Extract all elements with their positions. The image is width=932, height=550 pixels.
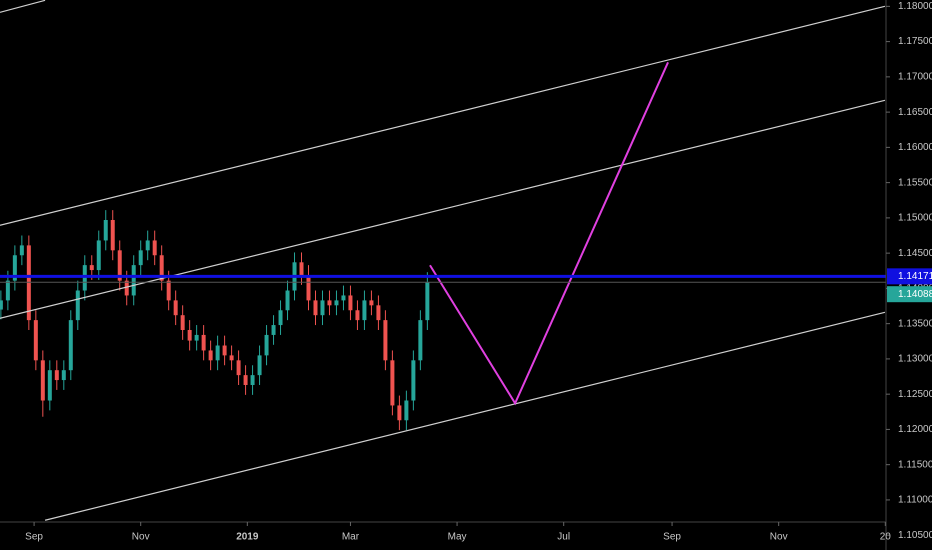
y-tick-label: 1.11000 [898, 495, 932, 506]
last-price-label: 1.14088 [898, 289, 932, 300]
candle-body [89, 265, 94, 271]
x-tick-label: Mar [342, 532, 360, 543]
trend-line [0, 5, 886, 226]
candle-body [243, 375, 248, 385]
candle-body [194, 334, 199, 341]
x-tick-label: 20 [880, 532, 892, 543]
x-tick-label: Nov [132, 532, 150, 543]
candle-body [376, 305, 381, 321]
candle-body [19, 245, 24, 256]
candle-body [425, 282, 430, 321]
candle-body [418, 320, 423, 361]
candle-body [12, 255, 17, 281]
candle-body [131, 265, 136, 296]
x-tick-label: Jul [557, 532, 570, 543]
candle-body [341, 295, 346, 301]
candle-body [369, 300, 374, 306]
y-tick-label: 1.18000 [898, 1, 932, 12]
candle-body [362, 300, 367, 321]
candle-body [271, 325, 276, 335]
hline-price-label-box [887, 268, 932, 285]
candle-body [383, 320, 388, 361]
y-tick-label: 1.12000 [898, 424, 932, 435]
candle-body [306, 275, 311, 301]
candle-body [75, 290, 80, 321]
candle-body [404, 400, 409, 421]
y-tick-label: 1.16000 [898, 142, 932, 153]
last-price-label-box [887, 286, 932, 303]
x-tick-label: Nov [770, 532, 788, 543]
candle-body [61, 370, 66, 381]
candle-body [355, 310, 360, 321]
candle-body [47, 370, 52, 401]
trend-line [429, 61, 669, 406]
candle-body [159, 255, 164, 281]
candle-body [40, 360, 45, 401]
candle-body [145, 240, 150, 251]
x-tick-label: Sep [25, 532, 43, 543]
y-tick-label: 1.15000 [898, 213, 932, 224]
candle-body [117, 250, 122, 281]
hline-price-label: 1.14171 [898, 271, 932, 282]
trend-line [0, 0, 46, 13]
candle-body [180, 315, 185, 330]
candle-body [299, 262, 304, 275]
candle-body [264, 334, 269, 356]
candle-body [201, 334, 206, 351]
candle-body [138, 250, 143, 266]
candle-body [187, 330, 192, 341]
candle-body [110, 220, 115, 251]
candle-body [166, 280, 171, 301]
y-tick-label: 1.11500 [898, 459, 932, 470]
candle-body [54, 370, 59, 381]
candle-body [257, 355, 262, 376]
candle-body [26, 245, 31, 321]
candle-body [411, 360, 416, 401]
candle-body [68, 320, 73, 371]
y-tick-label: 1.17500 [898, 36, 932, 47]
candle-body [313, 300, 318, 316]
candle-body [215, 345, 220, 361]
candle-body [334, 300, 339, 306]
candle-body [222, 345, 227, 356]
x-tick-label: May [448, 532, 467, 543]
candle-body [0, 300, 3, 310]
candle-body [278, 310, 283, 326]
x-axis-strip [0, 522, 932, 550]
x-tick-label: 2019 [236, 532, 259, 543]
candle-body [173, 300, 178, 316]
candle-body [348, 295, 353, 311]
y-tick-label: 1.12500 [898, 389, 932, 400]
y-tick-label: 1.17000 [898, 71, 932, 82]
y-tick-label: 1.14500 [898, 248, 932, 259]
candle-body [397, 405, 402, 421]
y-tick-label: 1.15500 [898, 177, 932, 188]
candle-body [208, 350, 213, 361]
candle-body [96, 240, 101, 271]
trend-line [44, 311, 886, 521]
candle-body [250, 375, 255, 385]
candle-body [152, 240, 157, 256]
candle-body [5, 280, 10, 301]
y-tick-label: 1.10500 [898, 530, 932, 541]
candle-body [33, 320, 38, 361]
candle-body [390, 360, 395, 406]
y-tick-label: 1.13000 [898, 354, 932, 365]
candle-body [229, 355, 234, 361]
candle-body [236, 360, 241, 376]
candle-body [124, 280, 129, 296]
x-tick-label: Sep [663, 532, 681, 543]
candle-body [103, 220, 108, 241]
candle-body [327, 300, 332, 306]
candle-body [320, 300, 325, 316]
y-tick-label: 1.16500 [898, 107, 932, 118]
candle-body [285, 290, 290, 311]
y-tick-label: 1.13500 [898, 318, 932, 329]
